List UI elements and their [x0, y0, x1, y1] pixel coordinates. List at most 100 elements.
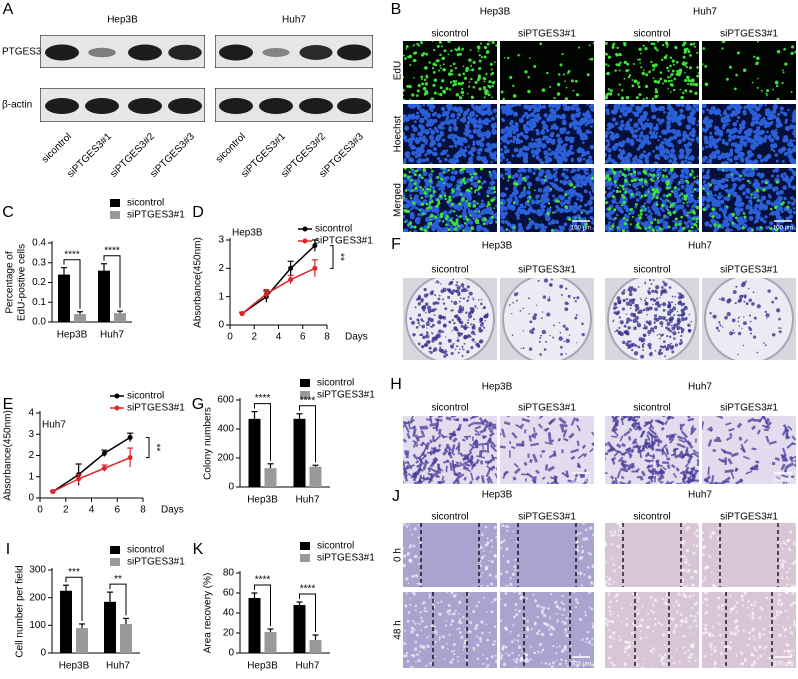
- cell-dot: [532, 171, 536, 175]
- cell-dot: [749, 196, 752, 199]
- colony: [565, 353, 567, 355]
- colony: [645, 302, 648, 305]
- cell-dot: [660, 207, 664, 211]
- colony: [574, 317, 577, 320]
- colony: [645, 307, 649, 311]
- colony: [430, 351, 433, 354]
- cell-dot: [687, 225, 690, 228]
- cell-dot: [632, 157, 636, 161]
- cell-dot: [576, 93, 579, 96]
- cell-dot: [652, 174, 656, 178]
- cell-dot: [742, 191, 746, 195]
- cell-dot: [652, 196, 654, 198]
- cell-dot: [554, 125, 559, 130]
- cell-dot: [621, 89, 623, 91]
- cell-dot: [463, 115, 466, 118]
- cell-dot: [705, 146, 708, 149]
- cell-dot: [422, 212, 425, 215]
- cell-dot: [774, 206, 778, 210]
- cell-dot: [613, 183, 617, 187]
- cell-dot: [647, 195, 652, 200]
- cell-dot: [447, 200, 450, 203]
- cell-stroke: [465, 465, 470, 466]
- cell-dot: [408, 85, 411, 88]
- protein-label: PTGES3: [2, 47, 42, 58]
- cell-dot: [447, 39, 450, 42]
- cell-dot: [452, 84, 455, 87]
- cell-dot: [589, 44, 591, 46]
- cell-dot: [468, 212, 471, 215]
- cell-dot: [414, 173, 417, 176]
- colony: [687, 324, 690, 327]
- cell-dot: [564, 222, 568, 226]
- colony: [673, 337, 676, 340]
- cell-stroke: [752, 448, 757, 449]
- cell-dot: [422, 188, 424, 190]
- group-label: sicontrol: [431, 403, 468, 414]
- cell-dot: [693, 176, 695, 178]
- cell-speck: [697, 523, 700, 526]
- cell-dot: [768, 194, 771, 197]
- cell-dot: [500, 202, 503, 205]
- colony: [538, 280, 540, 282]
- cell-dot: [555, 155, 560, 160]
- cell-dot: [578, 120, 582, 124]
- cell-stroke: [463, 419, 468, 420]
- cell-dot: [648, 123, 653, 128]
- cell-speck: [681, 542, 684, 545]
- cell-dot: [654, 80, 657, 83]
- colony: [456, 281, 458, 283]
- colony: [483, 315, 486, 318]
- cell-dot: [477, 192, 480, 195]
- cell-dot: [506, 159, 509, 162]
- cell-dot: [745, 206, 748, 209]
- cell-dot: [673, 89, 675, 91]
- cell-dot: [491, 68, 493, 70]
- colony: [576, 342, 577, 343]
- cell-stroke: [477, 444, 478, 448]
- cell-dot: [731, 130, 734, 133]
- cell-dot: [480, 167, 483, 170]
- colony: [428, 310, 431, 313]
- colony: [470, 346, 473, 349]
- colony: [417, 322, 419, 324]
- cell-dot: [772, 89, 774, 91]
- colony: [716, 327, 719, 330]
- cell-stroke: [490, 429, 492, 432]
- cell-stroke: [740, 437, 741, 441]
- cell-dot: [544, 197, 550, 203]
- cell-dot: [735, 109, 740, 114]
- cell-dot: [433, 152, 438, 157]
- cell-speck: [500, 573, 503, 576]
- colony: [738, 332, 741, 335]
- colony: [459, 301, 461, 303]
- cell-dot: [429, 205, 431, 207]
- cell-stroke: [541, 455, 542, 458]
- cell-dot: [775, 129, 778, 132]
- colony: [520, 310, 522, 312]
- cell-dot: [470, 179, 472, 181]
- cell-speck: [407, 554, 409, 556]
- cell-dot: [608, 207, 611, 210]
- cell-dot: [439, 126, 443, 130]
- cell-dot: [605, 108, 609, 112]
- cell-dot: [626, 230, 629, 233]
- cell-dot: [702, 175, 706, 179]
- cell-dot: [499, 218, 501, 220]
- row-label: 0 h: [393, 548, 404, 562]
- cell-speck: [604, 561, 606, 563]
- cell-dot: [679, 179, 684, 184]
- cell-stroke: [470, 461, 473, 463]
- colony: [478, 327, 481, 330]
- colony: [675, 304, 676, 305]
- colony: [778, 327, 780, 329]
- cell-dot: [474, 210, 476, 212]
- cell-dot: [607, 157, 612, 162]
- cell-dot: [696, 75, 699, 78]
- cell-dot: [593, 42, 595, 44]
- cell-stroke: [755, 462, 759, 463]
- cell-dot: [437, 157, 440, 160]
- colony: [651, 283, 653, 285]
- cell-dot: [421, 83, 423, 85]
- cell-dot: [522, 177, 525, 180]
